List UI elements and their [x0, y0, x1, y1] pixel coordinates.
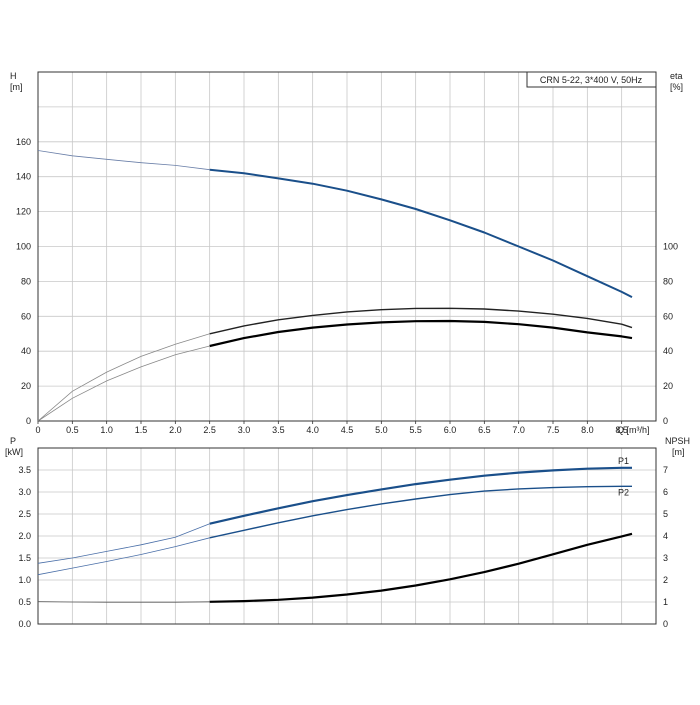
series-P1-thin	[37, 523, 210, 564]
bottom-right-y-tick-label: 2	[663, 575, 668, 585]
bottom-left-y-tick-label: 0.0	[18, 619, 31, 629]
chart-title: CRN 5-22, 3*400 V, 50Hz	[540, 75, 643, 85]
series-label-P1: P1	[618, 456, 629, 466]
top-left-y-tick-label: 20	[21, 381, 31, 391]
bottom-left-y-tick-label: 3.0	[18, 487, 31, 497]
top-x-tick-label: 6.0	[444, 425, 457, 435]
top-right-y-tick-label: 80	[663, 276, 673, 286]
top-x-tick-label: 4.0	[306, 425, 319, 435]
bottom-left-axis-label-line2: [kW]	[5, 447, 23, 457]
top-left-y-tick-label: 100	[16, 242, 31, 252]
bottom-left-y-tick-label: 1.0	[18, 575, 31, 585]
top-left-axis-label-line2: [m]	[10, 82, 23, 92]
top-x-tick-label: 7.0	[512, 425, 525, 435]
top-x-tick-label: 7.5	[547, 425, 560, 435]
top-right-y-tick-label: 100	[663, 242, 678, 252]
bottom-right-axis-label-line1: NPSH	[665, 436, 690, 446]
top-left-y-tick-label: 40	[21, 346, 31, 356]
series-eta2-thin	[37, 345, 210, 422]
top-x-tick-label: 5.5	[409, 425, 422, 435]
top-x-tick-label: 8.0	[581, 425, 594, 435]
top-x-tick-label: 1.5	[135, 425, 148, 435]
top-series-group	[37, 150, 633, 422]
top-x-tick-label: 3.5	[272, 425, 285, 435]
series-label-P2: P2	[618, 487, 629, 497]
top-tick-labels: 0 0.5 1.0 1.5 2.0 2.5 3.0 3.5 4.0 4.5 5.0 5.5 6.0 6.5…	[16, 137, 678, 435]
bottom-left-y-tick-label: 0.5	[18, 597, 31, 607]
top-left-y-tick-label: 80	[21, 276, 31, 286]
top-x-tick-label: 0	[35, 425, 40, 435]
series-eta2	[209, 319, 633, 348]
top-left-y-tick-label: 140	[16, 172, 31, 182]
top-right-axis-label-line1: eta	[670, 71, 683, 81]
top-left-y-tick-label: 0	[26, 416, 31, 426]
top-x-tick-label: 8.5	[615, 425, 628, 435]
series-NPSH	[209, 532, 633, 603]
bottom-series-group: P1 P2	[37, 456, 633, 603]
head-efficiency-chart: 0 0.5 1.0 1.5 2.0 2.5 3.0 3.5 4.0 4.5 5.0 5.5 6.0 6.5…	[10, 71, 683, 435]
series-H	[209, 168, 633, 298]
bottom-left-y-tick-label: 1.5	[18, 553, 31, 563]
top-x-tick-label: 3.0	[238, 425, 251, 435]
top-x-tick-label: 2.5	[203, 425, 216, 435]
top-left-y-tick-label: 160	[16, 137, 31, 147]
bottom-left-y-tick-label: 3.5	[18, 465, 31, 475]
top-x-tick-label: 5.0	[375, 425, 388, 435]
bottom-right-y-tick-label: 7	[663, 465, 668, 475]
series-P1	[209, 466, 632, 525]
top-right-y-tick-label: 20	[663, 381, 673, 391]
top-right-y-tick-label: 0	[663, 416, 668, 426]
top-grid	[38, 72, 656, 421]
bottom-right-axis-label-line2: [m]	[672, 447, 685, 457]
bottom-right-y-tick-label: 5	[663, 509, 668, 519]
series-NPSH-thin	[37, 601, 210, 603]
bottom-right-y-tick-label: 1	[663, 597, 668, 607]
bottom-left-y-tick-label: 2.0	[18, 531, 31, 541]
top-x-tick-label: 2.0	[169, 425, 182, 435]
series-eta1-thin	[37, 333, 210, 422]
top-right-y-tick-label: 40	[663, 346, 673, 356]
bottom-left-y-tick-label: 2.5	[18, 509, 31, 519]
top-left-y-tick-label: 60	[21, 311, 31, 321]
chart-title-box	[526, 71, 657, 88]
top-x-tick-label: 0.5	[66, 425, 79, 435]
series-H-thin	[37, 150, 210, 171]
top-left-y-tick-label: 120	[16, 207, 31, 217]
top-x-tick-label: 1.0	[100, 425, 113, 435]
bottom-right-y-tick-label: 0	[663, 619, 668, 629]
bottom-right-y-tick-label: 4	[663, 531, 668, 541]
top-left-axis-label-line1: H	[10, 71, 17, 81]
top-x-tick-label: 4.5	[341, 425, 354, 435]
bottom-right-y-tick-label: 3	[663, 553, 668, 563]
bottom-tick-labels: 0.0 0.5 1.0 1.5 2.0 2.5 3.0 3.5 0 1 2 3 4 5 6 7	[18, 465, 668, 629]
bottom-left-axis-label-line1: P	[10, 436, 16, 446]
top-right-y-tick-label: 60	[663, 311, 673, 321]
series-P2-thin	[37, 537, 210, 576]
bottom-plot-frame	[37, 447, 657, 625]
top-x-axis-label: Q [m³/h]	[617, 425, 650, 435]
series-eta1	[209, 307, 633, 335]
series-P2	[209, 485, 632, 539]
top-right-axis-label-line2: [%]	[670, 82, 683, 92]
top-x-tick-label: 6.5	[478, 425, 491, 435]
bottom-right-y-tick-label: 6	[663, 487, 668, 497]
